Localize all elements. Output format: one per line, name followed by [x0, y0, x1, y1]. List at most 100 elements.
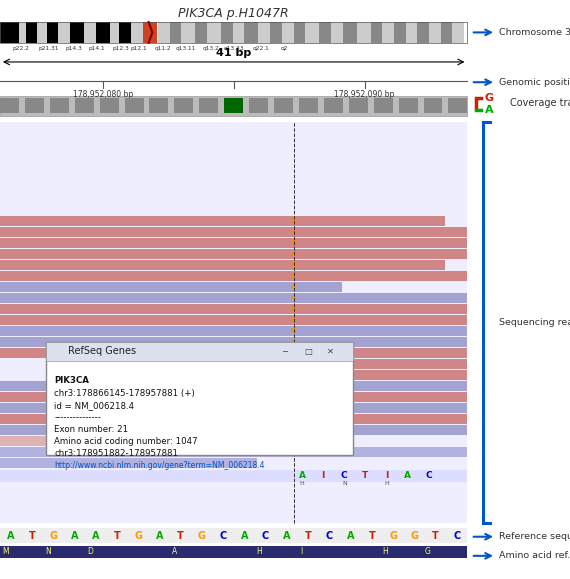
- Text: I: I: [300, 547, 302, 556]
- Text: A: A: [172, 547, 177, 556]
- Text: p14.3: p14.3: [66, 46, 82, 52]
- Text: Amino acid ref. seq.: Amino acid ref. seq.: [499, 551, 570, 560]
- Bar: [50, 98, 69, 113]
- Bar: [270, 22, 282, 43]
- Bar: [47, 22, 59, 43]
- Text: G: G: [291, 372, 296, 378]
- Text: ─: ─: [283, 347, 287, 356]
- Text: □: □: [304, 347, 312, 356]
- Text: T: T: [368, 530, 375, 541]
- Bar: [0, 458, 256, 468]
- Bar: [0, 282, 342, 292]
- Text: ✕: ✕: [327, 347, 334, 356]
- Bar: [449, 98, 467, 113]
- Bar: [200, 98, 218, 113]
- Bar: [84, 22, 96, 43]
- Text: Amino acid coding number: 1047: Amino acid coding number: 1047: [54, 437, 198, 446]
- Text: G: G: [291, 361, 296, 367]
- Text: H: H: [300, 481, 304, 486]
- Text: G: G: [291, 218, 296, 224]
- Text: G: G: [425, 547, 430, 556]
- Bar: [38, 22, 47, 43]
- Text: Coverage track: Coverage track: [510, 98, 570, 108]
- Text: q2: q2: [280, 46, 288, 52]
- Text: p12.1: p12.1: [131, 46, 148, 52]
- Text: G: G: [291, 295, 296, 301]
- Bar: [0, 528, 467, 543]
- Bar: [0, 96, 467, 116]
- Text: A: A: [241, 530, 248, 541]
- Text: G: G: [291, 262, 296, 268]
- Text: G: G: [49, 530, 57, 541]
- Text: G: G: [291, 339, 296, 345]
- Bar: [0, 293, 467, 303]
- Text: G: G: [484, 93, 494, 103]
- Text: p22.2: p22.2: [13, 46, 30, 52]
- Bar: [0, 546, 467, 558]
- Text: Genomic position: Genomic position: [499, 78, 570, 87]
- Text: C: C: [425, 471, 432, 480]
- Text: C: C: [325, 530, 333, 541]
- Bar: [19, 22, 26, 43]
- Bar: [370, 22, 382, 43]
- Text: G: G: [410, 530, 418, 541]
- Bar: [57, 370, 467, 380]
- Text: T: T: [28, 530, 35, 541]
- Text: G: G: [291, 273, 296, 279]
- Bar: [26, 22, 38, 43]
- Bar: [394, 22, 406, 43]
- Bar: [131, 22, 142, 43]
- Bar: [125, 98, 144, 113]
- Bar: [70, 22, 84, 43]
- Text: ---------------: ---------------: [54, 413, 101, 422]
- Text: G: G: [291, 405, 296, 411]
- Bar: [233, 22, 245, 43]
- Text: A: A: [347, 530, 355, 541]
- Text: p12.3: p12.3: [112, 46, 129, 52]
- Text: G: G: [291, 328, 296, 334]
- Bar: [258, 22, 270, 43]
- Bar: [0, 271, 467, 281]
- Text: A: A: [7, 530, 14, 541]
- Bar: [100, 98, 119, 113]
- Text: Chromosome 3 map: Chromosome 3 map: [499, 28, 570, 37]
- Text: N: N: [342, 481, 347, 486]
- Bar: [357, 22, 370, 43]
- Text: A: A: [283, 530, 291, 541]
- Text: G: G: [291, 416, 296, 422]
- Text: p21.31: p21.31: [39, 46, 59, 52]
- Bar: [224, 98, 243, 113]
- Text: q13.2: q13.2: [202, 46, 219, 52]
- Text: G: G: [291, 350, 296, 356]
- Text: G: G: [291, 306, 296, 312]
- Bar: [331, 22, 343, 43]
- Bar: [75, 98, 93, 113]
- Text: q13.11: q13.11: [176, 46, 196, 52]
- Text: Sequencing reads: Sequencing reads: [499, 318, 570, 327]
- Text: A: A: [299, 471, 306, 480]
- Text: PIK3CA: PIK3CA: [54, 376, 89, 386]
- Bar: [374, 98, 393, 113]
- Bar: [453, 22, 464, 43]
- Text: A: A: [71, 530, 78, 541]
- Text: G: G: [291, 317, 296, 323]
- Text: RefSeq Genes: RefSeq Genes: [68, 346, 137, 356]
- Bar: [0, 122, 467, 523]
- Bar: [181, 22, 196, 43]
- Bar: [406, 22, 417, 43]
- Bar: [282, 22, 294, 43]
- Bar: [174, 98, 193, 113]
- Text: 178,952,090 bp: 178,952,090 bp: [335, 90, 395, 99]
- Text: G: G: [291, 251, 296, 257]
- Bar: [319, 22, 331, 43]
- Bar: [96, 22, 110, 43]
- Text: A: A: [484, 105, 493, 115]
- Text: G: G: [291, 240, 296, 246]
- Text: p14.1: p14.1: [89, 46, 105, 52]
- Bar: [221, 22, 233, 43]
- Text: G: G: [198, 530, 206, 541]
- Text: H: H: [256, 547, 262, 556]
- Text: chr3:178866145-178957881 (+): chr3:178866145-178957881 (+): [54, 389, 195, 398]
- Text: I: I: [385, 471, 388, 480]
- Text: T: T: [177, 530, 184, 541]
